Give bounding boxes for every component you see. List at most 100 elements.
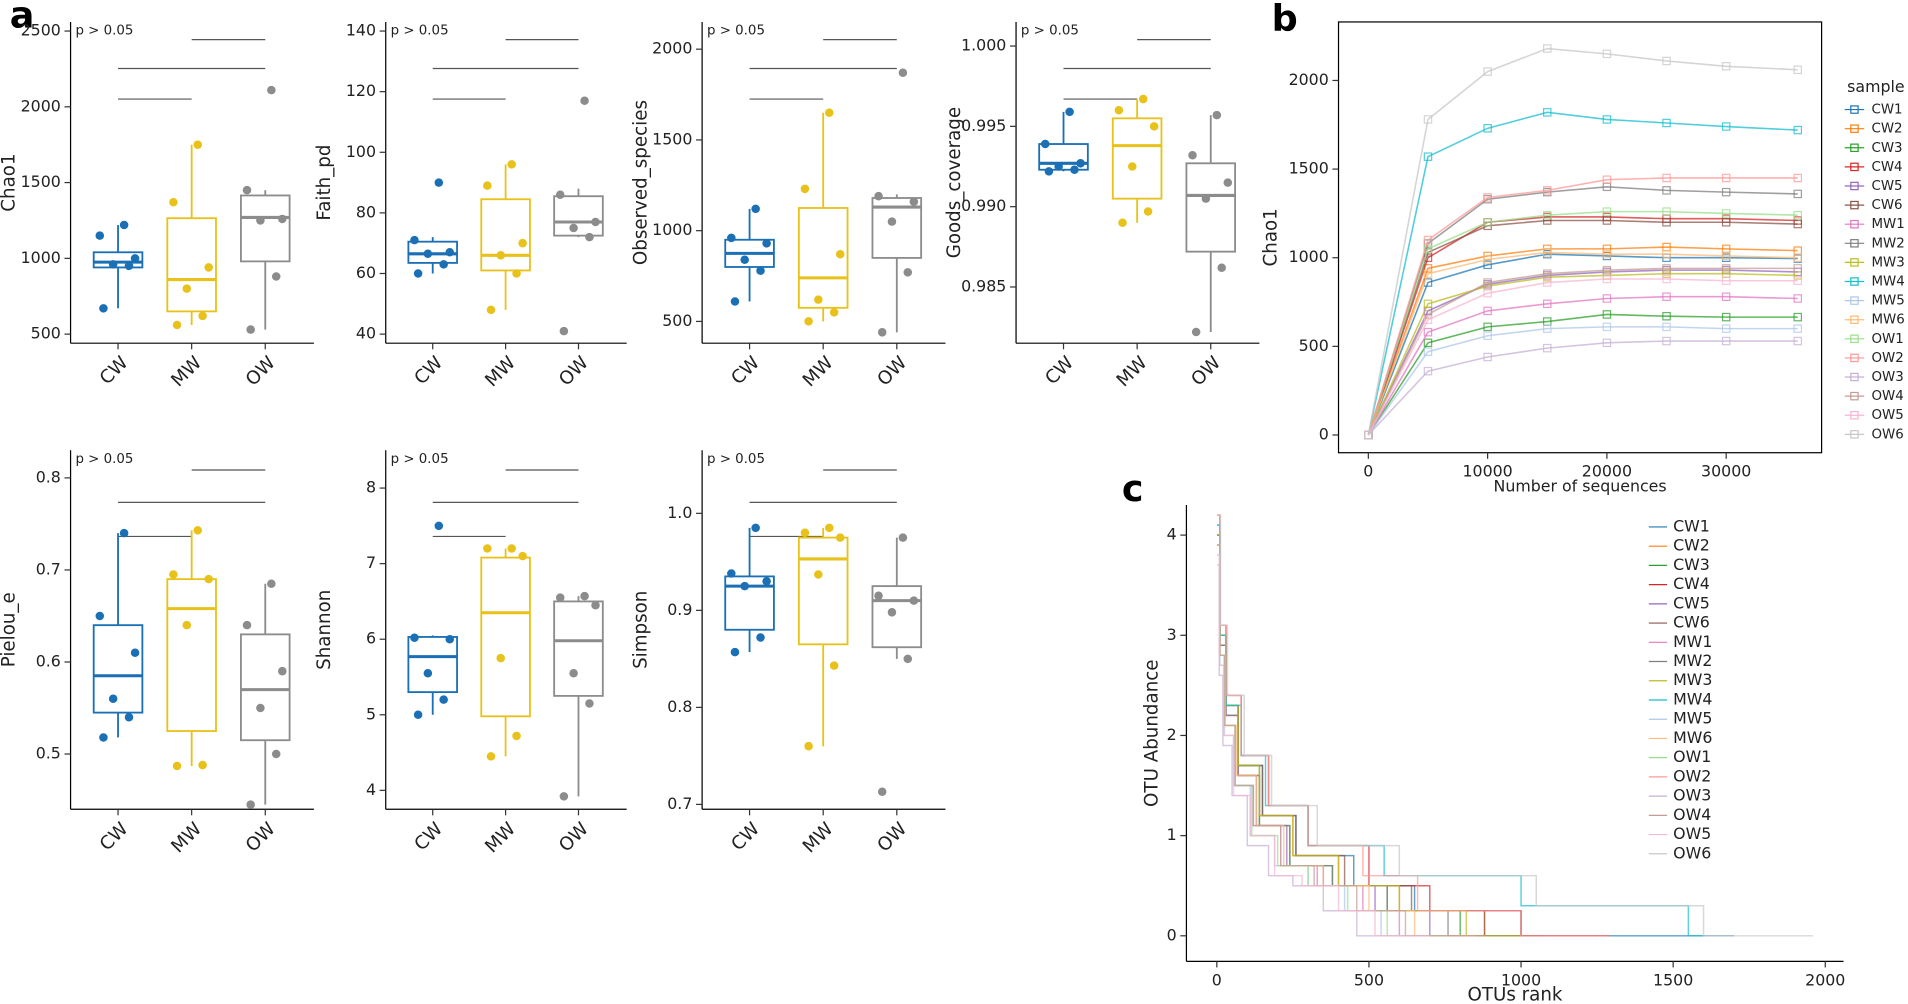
legend-label: CW3 (1871, 141, 1902, 156)
point (1128, 162, 1137, 171)
y-axis-label: Faith_pd (314, 145, 335, 221)
box (480, 198, 531, 272)
point (874, 191, 883, 201)
legend-label: MW1 (1673, 632, 1712, 651)
y-tick-label: 1000 (21, 248, 61, 267)
marker (1721, 187, 1731, 197)
point (99, 733, 108, 742)
point (591, 217, 600, 227)
point (413, 710, 423, 720)
series-line (1367, 295, 1798, 436)
legend-label: OW3 (1871, 370, 1903, 385)
legend-swatch (1850, 239, 1859, 248)
marker (1423, 269, 1433, 278)
annotation: p > 0.05 (75, 452, 133, 467)
point (1118, 218, 1127, 227)
marker (1793, 276, 1803, 286)
series-line (1367, 216, 1798, 436)
marker (1543, 216, 1552, 225)
marker (1721, 251, 1731, 261)
x-tick-label: 1500 (1653, 970, 1693, 989)
y-tick-label: 0.6 (36, 651, 61, 670)
point (1070, 165, 1079, 174)
point (877, 328, 887, 337)
y-tick-label: 0.7 (667, 794, 692, 813)
marker (1721, 276, 1731, 286)
y-tick-label: 1500 (21, 172, 61, 191)
x-tick-label: 0 (1212, 970, 1222, 989)
marker (1793, 189, 1803, 199)
point (740, 581, 749, 591)
series-line (1367, 313, 1798, 436)
marker (1543, 210, 1552, 220)
marker (1793, 336, 1803, 346)
point (172, 320, 182, 330)
y-tick-label: 0.985 (961, 276, 1006, 295)
legend-label: CW6 (1871, 198, 1902, 213)
marker (1423, 299, 1433, 309)
point (909, 596, 919, 605)
x-tick-label: OW (555, 352, 593, 390)
point (99, 304, 108, 313)
point (1065, 107, 1074, 117)
point (727, 233, 736, 243)
marker (1423, 327, 1433, 337)
legend-swatch (1850, 277, 1859, 286)
box (1111, 117, 1163, 200)
legend-label: MW6 (1673, 728, 1712, 747)
marker (1423, 310, 1433, 319)
legend-label: OW2 (1673, 766, 1711, 785)
legend-label: CW2 (1871, 122, 1902, 137)
x-tick-label: 500 (1354, 970, 1384, 989)
point (559, 792, 569, 801)
marker (1602, 244, 1612, 254)
marker (1602, 49, 1612, 59)
marker (1721, 336, 1731, 346)
point (585, 699, 594, 708)
series-line (1367, 246, 1798, 436)
y-tick-label: 1 (1167, 825, 1177, 844)
x-tick-label: MW (167, 819, 206, 858)
point (829, 661, 839, 670)
y-tick-label: 3 (1167, 625, 1177, 644)
y-axis-label: Pielou_e (0, 592, 20, 667)
point (124, 261, 134, 271)
legend-label: CW6 (1673, 613, 1710, 632)
point (909, 197, 919, 206)
series-line (1367, 177, 1798, 436)
series-line (1367, 111, 1798, 436)
marker (1793, 312, 1803, 322)
marker (1602, 175, 1612, 184)
point (193, 526, 202, 535)
y-tick-label: 0.990 (961, 196, 1006, 215)
point (256, 216, 265, 225)
series-line (1217, 544, 1485, 937)
point (267, 579, 276, 589)
y-tick-label: 6 (366, 629, 376, 648)
point (903, 654, 913, 664)
marker (1793, 173, 1803, 183)
box (553, 600, 604, 697)
point (512, 731, 521, 741)
y-axis-label: Simpson (630, 591, 651, 669)
panel-label: c (1122, 467, 1144, 510)
annotation: p > 0.05 (391, 23, 449, 38)
y-tick-label: 80 (356, 202, 376, 221)
marker (1423, 115, 1433, 124)
marker (1793, 210, 1803, 220)
x-tick-label: MW (799, 819, 838, 858)
marker (1662, 56, 1671, 66)
series-line (1217, 544, 1528, 937)
marker (1543, 299, 1552, 309)
point (256, 703, 265, 713)
x-tick-label: OW (873, 819, 911, 857)
annotation: p > 0.05 (1021, 23, 1079, 38)
x-tick-label: MW (799, 352, 838, 391)
y-tick-label: 40 (356, 324, 376, 343)
marker (1483, 218, 1492, 227)
x-tick-label: OW (1187, 352, 1225, 390)
point (751, 523, 760, 533)
point (169, 570, 178, 579)
point (434, 521, 444, 531)
point (108, 260, 118, 269)
